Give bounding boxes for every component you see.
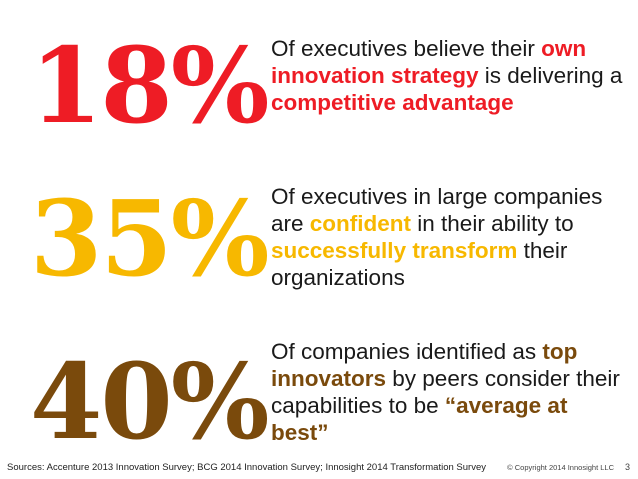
stat-18-text-1: Of executives believe their bbox=[271, 36, 542, 61]
stat-35-text-1: Of executives in large companies are bbox=[271, 184, 603, 236]
stat-35-description: Of executives in large companies are con… bbox=[271, 183, 626, 291]
stat-35-text-3: their organizations bbox=[271, 238, 568, 290]
stat-35-percent: 35% bbox=[30, 177, 270, 300]
stat-35-highlight-2: successfully transform bbox=[271, 238, 518, 263]
stat-18-description: Of executives believe their own innovati… bbox=[271, 35, 626, 116]
stat-18-percent: 18% bbox=[30, 24, 270, 147]
page-number: 3 bbox=[624, 462, 630, 472]
stat-40-highlight-1: top innovators bbox=[271, 339, 578, 391]
stat-35-highlight-1: confident bbox=[309, 211, 412, 236]
footer: Sources: Accenture 2013 Innovation Surve… bbox=[7, 462, 630, 473]
stat-40-highlight-2: “average at best” bbox=[271, 393, 568, 445]
stat-18-highlight-2: competitive advantage bbox=[271, 90, 514, 115]
stat-40-percent: 40% bbox=[30, 340, 270, 463]
stat-40-description: Of companies identified as top innovator… bbox=[271, 338, 626, 446]
stat-18-text-2: is delivering a bbox=[478, 63, 623, 88]
sources-note: Sources: Accenture 2013 Innovation Surve… bbox=[7, 462, 486, 473]
stat-40-text-1: Of companies identified as bbox=[271, 339, 543, 364]
stat-35-text-2: in their ability to bbox=[411, 211, 574, 236]
stat-18-highlight-1: own innovation strategy bbox=[271, 36, 587, 88]
stat-40-text-2: by peers consider their capabilities to … bbox=[271, 366, 620, 418]
copyright-notice: © Copyright 2014 Innosight LLC bbox=[507, 463, 614, 472]
